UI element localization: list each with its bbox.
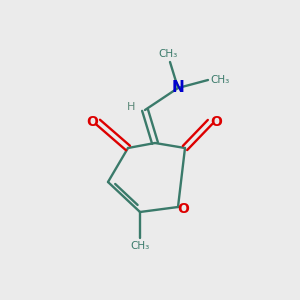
Text: CH₃: CH₃ [130, 241, 150, 251]
Text: CH₃: CH₃ [158, 49, 178, 59]
Text: O: O [177, 202, 189, 216]
Text: O: O [210, 115, 222, 129]
Text: H: H [127, 102, 135, 112]
Text: N: N [172, 80, 184, 95]
Text: O: O [86, 115, 98, 129]
Text: CH₃: CH₃ [210, 75, 229, 85]
